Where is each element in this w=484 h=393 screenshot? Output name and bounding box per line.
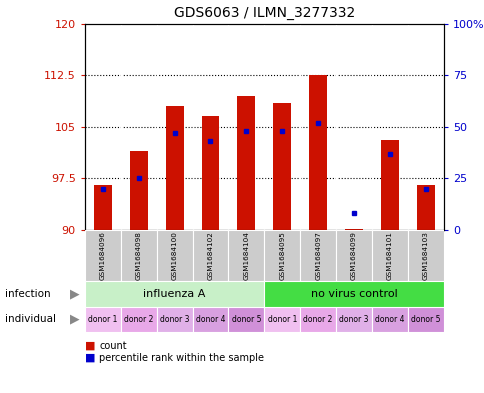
Text: GSM1684101: GSM1684101	[386, 231, 392, 280]
Bar	[85, 281, 264, 307]
Text: donor 1: donor 1	[88, 315, 117, 324]
Bar	[300, 307, 335, 332]
Text: donor 5: donor 5	[231, 315, 260, 324]
Bar	[121, 307, 156, 332]
Bar	[228, 307, 264, 332]
Bar	[237, 96, 255, 230]
Text: GSM1684104: GSM1684104	[243, 231, 249, 280]
Text: infection: infection	[5, 289, 50, 299]
Bar	[335, 307, 371, 332]
Text: GSM1684096: GSM1684096	[100, 231, 106, 280]
Bar	[156, 230, 192, 281]
Text: GSM1684099: GSM1684099	[350, 231, 356, 280]
Bar	[345, 228, 362, 230]
Bar	[407, 307, 443, 332]
Text: donor 1: donor 1	[267, 315, 296, 324]
Text: donor 3: donor 3	[160, 315, 189, 324]
Text: no virus control: no virus control	[310, 289, 396, 299]
Text: influenza A: influenza A	[143, 289, 205, 299]
Bar	[129, 151, 147, 230]
Bar	[201, 116, 219, 230]
Text: ▶: ▶	[70, 313, 80, 326]
Bar	[300, 230, 335, 281]
Text: count: count	[99, 341, 127, 351]
Text: ■: ■	[85, 341, 95, 351]
Text: ▶: ▶	[70, 287, 80, 300]
Text: donor 4: donor 4	[196, 315, 225, 324]
Bar	[264, 281, 443, 307]
Bar	[264, 230, 300, 281]
Text: ■: ■	[85, 353, 95, 363]
Bar	[371, 307, 407, 332]
Bar	[85, 230, 121, 281]
Bar	[165, 106, 183, 230]
Bar	[309, 75, 326, 230]
Text: donor 2: donor 2	[303, 315, 332, 324]
Text: donor 3: donor 3	[339, 315, 368, 324]
Bar	[407, 230, 443, 281]
Bar	[371, 230, 407, 281]
Bar	[156, 307, 192, 332]
Text: GSM1684098: GSM1684098	[136, 231, 141, 280]
Text: donor 4: donor 4	[375, 315, 404, 324]
Text: donor 2: donor 2	[124, 315, 153, 324]
Bar	[228, 230, 264, 281]
Bar	[380, 140, 398, 230]
Text: percentile rank within the sample: percentile rank within the sample	[99, 353, 264, 363]
Text: GSM1684103: GSM1684103	[422, 231, 428, 280]
Text: GSM1684102: GSM1684102	[207, 231, 213, 280]
Bar	[93, 185, 111, 230]
Title: GDS6063 / ILMN_3277332: GDS6063 / ILMN_3277332	[173, 6, 354, 20]
Bar	[335, 230, 371, 281]
Text: individual: individual	[5, 314, 56, 324]
Bar	[272, 103, 290, 230]
Bar	[416, 185, 434, 230]
Text: GSM1684095: GSM1684095	[279, 231, 285, 280]
Bar	[85, 307, 121, 332]
Text: GSM1684100: GSM1684100	[171, 231, 177, 280]
Bar	[192, 307, 228, 332]
Bar	[121, 230, 156, 281]
Text: donor 5: donor 5	[410, 315, 439, 324]
Bar	[264, 307, 300, 332]
Bar	[192, 230, 228, 281]
Text: GSM1684097: GSM1684097	[315, 231, 320, 280]
